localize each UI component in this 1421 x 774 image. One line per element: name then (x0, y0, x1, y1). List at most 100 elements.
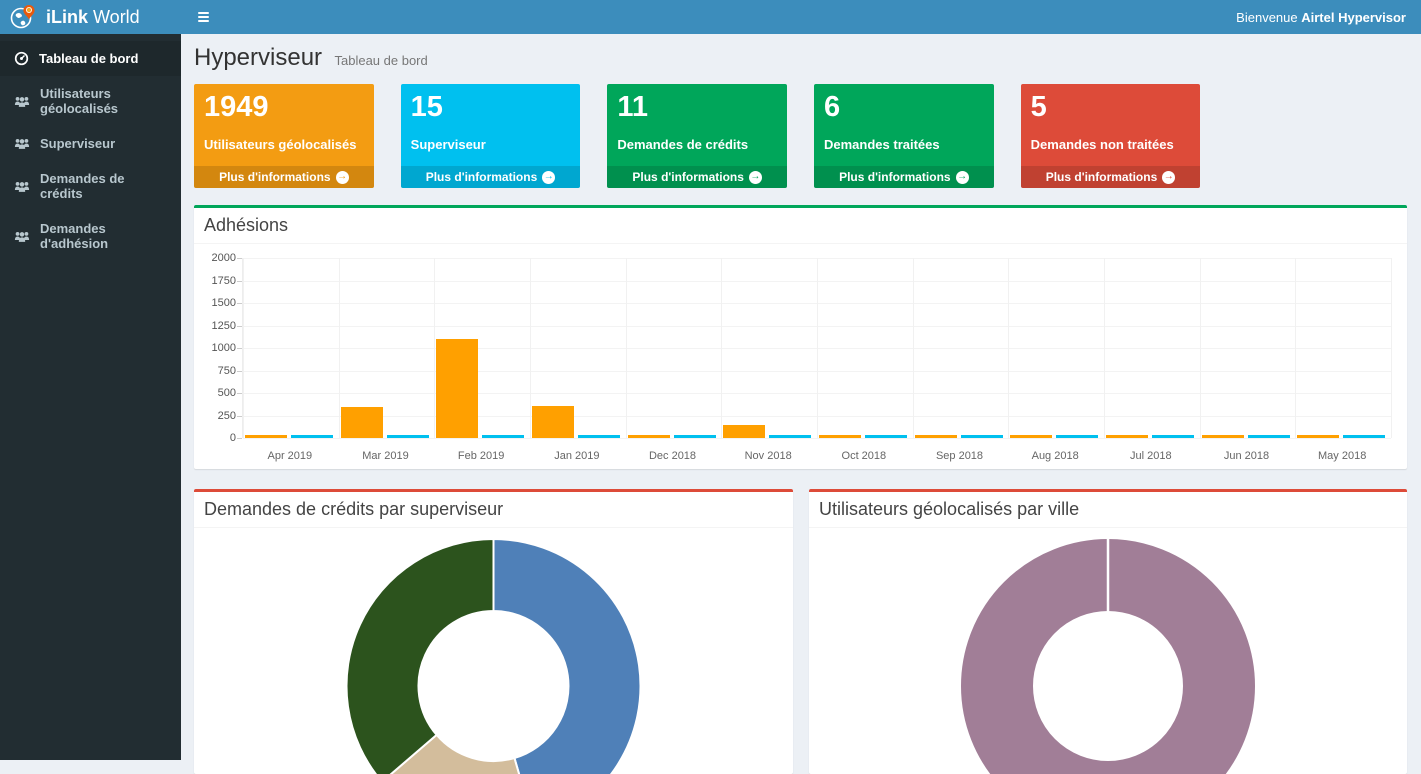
sidebar-item-demandes-de-credits[interactable]: Demandes de crédits (0, 161, 181, 211)
y-axis-label: 2000 (206, 252, 236, 264)
stat-card-value: 15 (411, 90, 571, 125)
more-info-label: Plus d'informations (426, 170, 538, 184)
stat-card-body: 6 Demandes traitées (814, 84, 994, 166)
more-info-link[interactable]: Plus d'informations → (401, 166, 581, 188)
stat-card-demandes-de-credits: 11 Demandes de crédits Plus d'informatio… (607, 84, 787, 188)
bar-series-2-mar-2019 (387, 435, 429, 438)
bar-series-1-mar-2019 (341, 407, 383, 438)
v-gridline (817, 258, 818, 438)
y-axis-label: 250 (206, 410, 236, 422)
y-axis-tick (237, 326, 242, 327)
stat-card-demandes-traitees: 6 Demandes traitées Plus d'informations … (814, 84, 994, 188)
users-icon (14, 230, 30, 243)
more-info-link[interactable]: Plus d'informations → (1021, 166, 1201, 188)
sidebar-item-superviseur[interactable]: Superviseur (0, 126, 181, 161)
x-axis-label: Jun 2018 (1224, 450, 1269, 462)
v-gridline (913, 258, 914, 438)
users-icon (14, 180, 30, 193)
v-gridline (434, 258, 435, 438)
sidebar-toggle-button[interactable] (196, 8, 211, 26)
more-info-link[interactable]: Plus d'informations → (607, 166, 787, 188)
y-axis-label: 1500 (206, 297, 236, 309)
more-info-label: Plus d'informations (632, 170, 744, 184)
bar-series-1-apr-2019 (245, 435, 287, 438)
sidebar-item-demandes-adhesion[interactable]: Demandes d'adhésion (0, 211, 181, 261)
donut-slice-segment-1 (494, 539, 641, 774)
brand-title: iLink World (46, 7, 140, 28)
dashboard-icon (14, 51, 29, 66)
bar-series-1-sep-2018 (915, 435, 957, 438)
stat-card-label: Demandes traitées (824, 137, 984, 152)
y-axis-label: 750 (206, 365, 236, 377)
stat-card-body: 1949 Utilisateurs géolocalisés (194, 84, 374, 166)
arrow-circle-right-icon: → (336, 171, 349, 184)
bar-series-2-aug-2018 (1056, 435, 1098, 438)
brand: iLink World (0, 0, 181, 34)
sidebar-item-label: Tableau de bord (39, 51, 138, 66)
arrow-circle-right-icon: → (1162, 171, 1175, 184)
sidebar-item-label: Demandes de crédits (40, 171, 167, 201)
sidebar-item-label: Utilisateurs géolocalisés (40, 86, 167, 116)
user-menu[interactable]: Bienvenue Airtel Hypervisor (1236, 10, 1406, 25)
stat-card-demandes-non-traitees: 5 Demandes non traitées Plus d'informati… (1021, 84, 1201, 188)
users-icon (14, 95, 30, 108)
more-info-link[interactable]: Plus d'informations → (194, 166, 374, 188)
v-gridline (1104, 258, 1105, 438)
x-axis-label: Aug 2018 (1032, 450, 1079, 462)
bar-series-1-jun-2018 (1202, 435, 1244, 438)
stat-card-label: Utilisateurs géolocalisés (204, 137, 364, 152)
x-axis-label: Apr 2019 (268, 450, 313, 462)
panel-title: Adhésions (194, 208, 1407, 244)
bar-series-2-sep-2018 (961, 435, 1003, 438)
sidebar-item-utilisateurs-geolocalises[interactable]: Utilisateurs géolocalisés (0, 76, 181, 126)
more-info-link[interactable]: Plus d'informations → (814, 166, 994, 188)
stat-card-utilisateurs-geolocalises: 1949 Utilisateurs géolocalisés Plus d'in… (194, 84, 374, 188)
welcome-username: Airtel Hypervisor (1301, 10, 1406, 25)
x-axis-label: May 2018 (1318, 450, 1366, 462)
x-axis-label: Sep 2018 (936, 450, 983, 462)
stat-card-label: Superviseur (411, 137, 571, 152)
y-axis-label: 500 (206, 387, 236, 399)
more-info-label: Plus d'informations (1046, 170, 1158, 184)
app-logo-globe-pin-icon (10, 3, 36, 31)
more-info-label: Plus d'informations (219, 170, 331, 184)
v-gridline (626, 258, 627, 438)
stat-card-body: 15 Superviseur (401, 84, 581, 166)
x-axis-label: Jan 2019 (554, 450, 599, 462)
x-axis-label: Oct 2018 (842, 450, 887, 462)
bar-series-2-dec-2018 (674, 435, 716, 438)
v-gridline (1008, 258, 1009, 438)
v-gridline (339, 258, 340, 438)
v-gridline (1200, 258, 1201, 438)
bar-series-2-jul-2018 (1152, 435, 1194, 438)
v-gridline (1391, 258, 1392, 438)
stat-card-superviseur: 15 Superviseur Plus d'informations → (401, 84, 581, 188)
bar-series-2-oct-2018 (865, 435, 907, 438)
stat-card-value: 5 (1031, 90, 1191, 125)
sidebar: iLink World Tableau de bord Utilisateurs… (0, 0, 181, 760)
x-axis-label: Jul 2018 (1130, 450, 1172, 462)
arrow-circle-right-icon: → (749, 171, 762, 184)
bar-series-1-jul-2018 (1106, 435, 1148, 438)
v-gridline (243, 258, 244, 438)
demandes-credits-donut-panel: Demandes de crédits par superviseur (194, 489, 793, 774)
stat-card-label: Demandes de crédits (617, 137, 777, 152)
y-axis-tick (237, 258, 242, 259)
main-content: Hyperviseur Tableau de bord 1949 Utilisa… (181, 34, 1421, 760)
demandes-credits-donut-chart (194, 528, 793, 774)
sidebar-item-tableau-de-bord[interactable]: Tableau de bord (0, 41, 181, 76)
sidebar-item-label: Demandes d'adhésion (40, 221, 167, 251)
y-axis-label: 1250 (206, 320, 236, 332)
bar-series-2-jun-2018 (1248, 435, 1290, 438)
stat-cards-row: 1949 Utilisateurs géolocalisés Plus d'in… (194, 84, 1407, 188)
users-icon (14, 137, 30, 150)
page-subtitle: Tableau de bord (335, 53, 428, 68)
x-axis-label: Mar 2019 (362, 450, 408, 462)
x-axis-label: Feb 2019 (458, 450, 504, 462)
stat-card-label: Demandes non traitées (1031, 137, 1191, 152)
y-axis-tick (237, 416, 242, 417)
bar-series-1-oct-2018 (819, 435, 861, 438)
stat-card-value: 6 (824, 90, 984, 125)
